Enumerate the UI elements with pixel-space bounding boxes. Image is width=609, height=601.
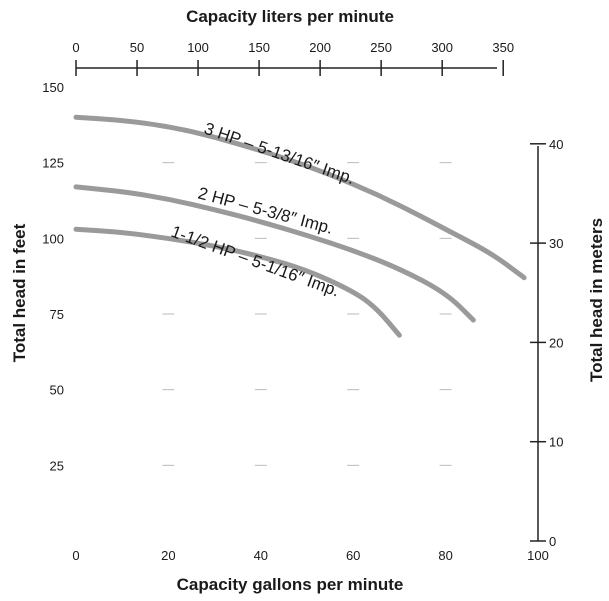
y-tick-label: 25 xyxy=(50,458,64,473)
right-tick-label: 20 xyxy=(549,335,563,350)
y-tick-label: 75 xyxy=(50,307,64,322)
right-axis: 0 10 20 30 40 xyxy=(530,137,563,549)
top-tick-label: 50 xyxy=(130,40,144,55)
y-tick-label: 125 xyxy=(42,156,64,171)
top-axis-title: Capacity liters per minute xyxy=(186,7,394,26)
top-tick-label: 100 xyxy=(187,40,209,55)
series-line xyxy=(73,184,476,323)
right-tick-label: 10 xyxy=(549,435,563,450)
y-tick-labels: 25 50 75 100 125 150 xyxy=(42,80,64,473)
x-tick-label: 100 xyxy=(527,548,549,563)
y-tick-label: 150 xyxy=(42,80,64,95)
top-tick-label: 0 xyxy=(72,40,79,55)
curves xyxy=(73,114,527,338)
top-axis: 0 50 100 150 200 250 300 350 xyxy=(72,40,514,76)
x-tick-label: 20 xyxy=(161,548,175,563)
x-tick-label: 60 xyxy=(346,548,360,563)
right-axis-title: Total head in meters xyxy=(587,218,606,382)
top-tick-label: 250 xyxy=(370,40,392,55)
x-axis-title: Capacity gallons per minute xyxy=(177,575,404,594)
top-tick-label: 150 xyxy=(248,40,270,55)
top-tick-label: 350 xyxy=(492,40,514,55)
series-line xyxy=(73,226,402,338)
y-axis-title: Total head in feet xyxy=(10,223,29,362)
right-tick-label: 40 xyxy=(549,137,563,152)
top-tick-label: 200 xyxy=(309,40,331,55)
y-tick-label: 100 xyxy=(42,231,64,246)
right-tick-label: 0 xyxy=(549,534,556,549)
x-tick-labels: 0 20 40 60 80 100 xyxy=(72,548,548,563)
x-tick-label: 80 xyxy=(438,548,452,563)
top-tick-label: 300 xyxy=(431,40,453,55)
series-label-3hp: 3 HP – 5-13/16″ Imp. xyxy=(202,119,357,188)
x-tick-label: 0 xyxy=(72,548,79,563)
series-line xyxy=(73,114,527,281)
grid-dashes xyxy=(162,162,452,466)
right-tick-label: 30 xyxy=(549,236,563,251)
x-tick-label: 40 xyxy=(254,548,268,563)
y-tick-label: 50 xyxy=(50,383,64,398)
